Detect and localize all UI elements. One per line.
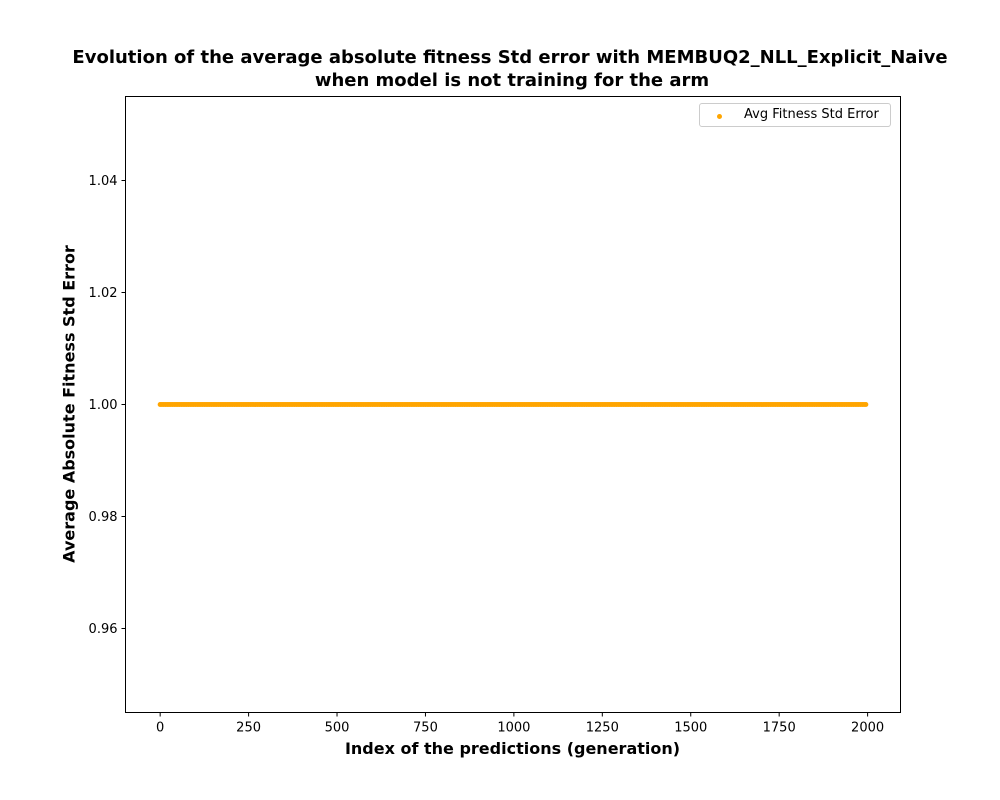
- x-tick-label: 1250: [586, 721, 619, 736]
- y-tick-label: 1.02: [89, 286, 118, 301]
- y-tick-label: 0.96: [89, 622, 118, 637]
- x-axis-label: Index of the predictions (generation): [344, 739, 681, 758]
- x-tick-label: 0: [156, 721, 164, 736]
- x-tick-label: 500: [325, 721, 350, 736]
- x-tick-label: 250: [236, 721, 261, 736]
- y-axis-ticks: 0.96 0.98 1.00 1.02 1.04: [89, 174, 126, 637]
- plot-frame: [125, 96, 901, 713]
- scatter-points: [157, 402, 869, 407]
- x-axis-ticks: 0 250 500 750 1000 1250 1500 1750 2000: [156, 712, 884, 736]
- legend-label: Avg Fitness Std Error: [744, 107, 879, 122]
- y-tick-label: 1.04: [89, 174, 118, 189]
- x-tick-label: 750: [413, 721, 438, 736]
- y-tick-label: 0.98: [89, 510, 118, 525]
- chart-title-line-1: Evolution of the average absolute fitnes…: [72, 47, 948, 68]
- legend: Avg Fitness Std Error: [699, 103, 891, 127]
- y-tick-label: 1.00: [89, 398, 118, 413]
- chart-title-line-2: when model is not training for the arm: [314, 70, 710, 91]
- x-tick-label: 1750: [763, 721, 796, 736]
- x-tick-label: 2000: [851, 721, 884, 736]
- legend-marker-icon: [717, 114, 722, 119]
- x-tick-label: 1500: [674, 721, 707, 736]
- y-axis-label: Average Absolute Fitness Std Error: [59, 245, 79, 563]
- x-tick-label: 1000: [497, 721, 530, 736]
- scatter-point: [863, 402, 869, 407]
